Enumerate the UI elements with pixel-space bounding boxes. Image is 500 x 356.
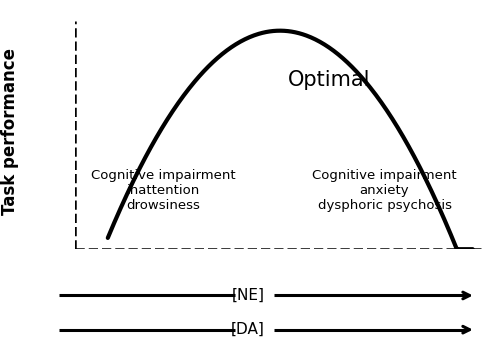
Text: Cognitive impairment
inattention
drowsiness: Cognitive impairment inattention drowsin…	[91, 169, 236, 212]
Text: Task performance: Task performance	[1, 48, 19, 215]
Text: [DA]: [DA]	[231, 322, 264, 337]
Text: Cognitive impairment
anxiety
dysphoric psychosis: Cognitive impairment anxiety dysphoric p…	[312, 169, 457, 212]
Text: [NE]: [NE]	[232, 288, 264, 303]
Text: Optimal: Optimal	[288, 70, 370, 90]
